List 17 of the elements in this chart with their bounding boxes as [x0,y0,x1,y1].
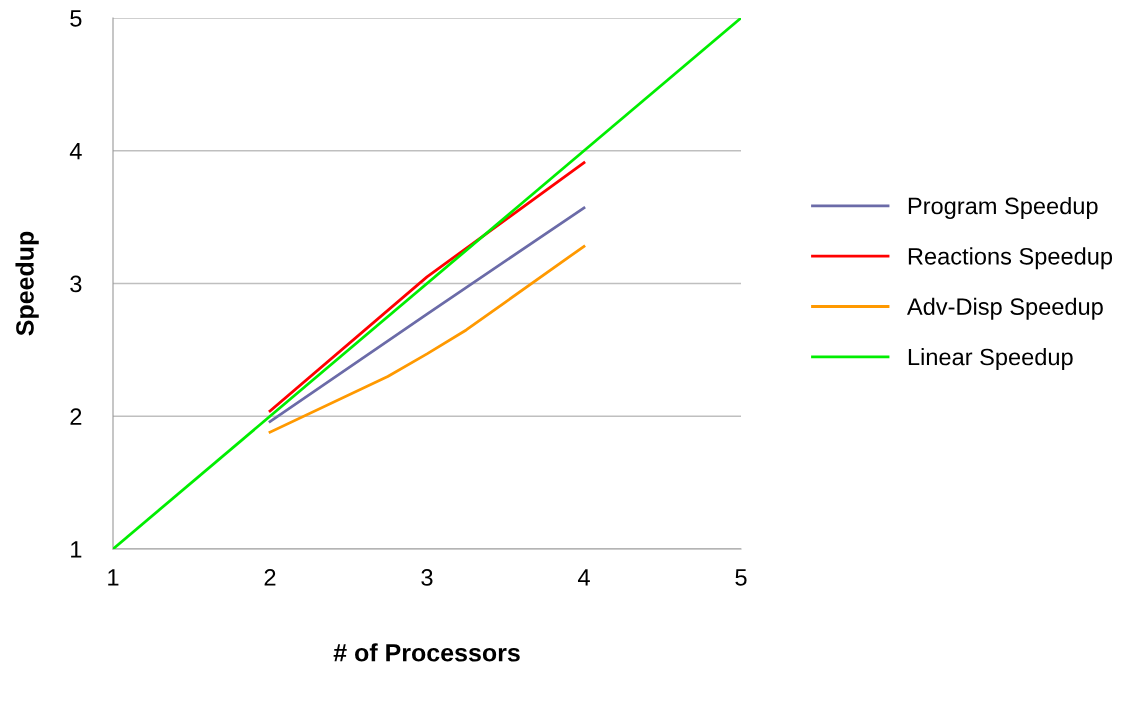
y-tick-label: 5 [70,10,82,27]
y-tick-label: 4 [69,143,82,160]
x-axis-title: # of Processors [333,643,520,662]
legend-label: Linear Speedup [908,348,1073,371]
line-series [268,244,586,434]
x-tick-label: 4 [577,569,590,586]
legend-label: Reactions Speedup [908,247,1113,270]
y-tick-label: 3 [70,275,82,293]
y-tick-label: 2 [70,408,82,425]
x-tick-label: 5 [735,569,747,586]
x-tick-label: 1 [108,569,119,586]
legend-label: Adv-Disp Speedup [906,297,1103,320]
y-tick-label: 1 [71,541,82,558]
x-tick-label: 3 [421,569,433,586]
y-axis-title: Speedup [15,231,39,336]
x-tick-label: 2 [264,569,276,586]
legend-label: Program Speedup [908,196,1098,219]
